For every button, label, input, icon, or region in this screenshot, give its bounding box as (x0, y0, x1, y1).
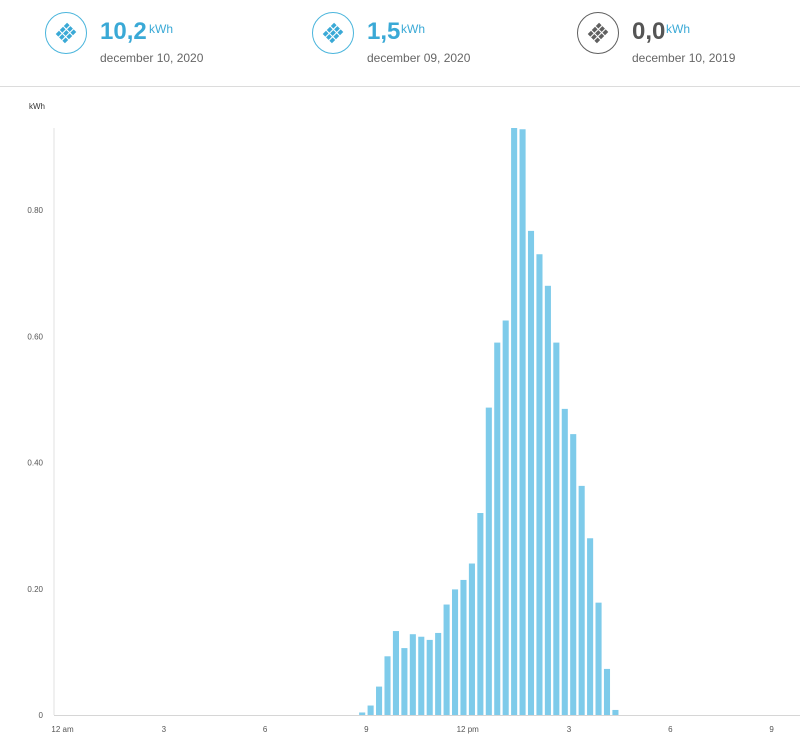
energy-value: 0,0 (632, 18, 666, 45)
bar[interactable] (452, 589, 459, 715)
bar[interactable] (527, 230, 535, 715)
bar[interactable] (384, 656, 391, 715)
energy-date: december 10, 2019 (632, 51, 736, 65)
y-tick-label: 0.80 (27, 206, 43, 215)
bar[interactable] (553, 342, 560, 715)
bar[interactable] (409, 634, 416, 715)
y-tick-label: 0 (39, 711, 44, 720)
daily-summary: 10,2 kWh december 10, 2020 1,5 kWh decem… (0, 0, 800, 86)
bar[interactable] (519, 129, 526, 715)
bar[interactable] (578, 485, 585, 715)
x-tick-label: 9 (769, 725, 774, 734)
bar[interactable] (435, 632, 442, 715)
bar[interactable] (376, 686, 383, 715)
bar[interactable] (426, 639, 433, 715)
bar[interactable] (485, 407, 492, 715)
bar[interactable] (359, 712, 366, 715)
x-tick-label: 12 am (51, 725, 74, 734)
bar[interactable] (468, 563, 475, 715)
energy-unit: kWh (149, 22, 173, 36)
bar[interactable] (536, 254, 543, 716)
bar[interactable] (418, 636, 425, 715)
bar[interactable] (494, 342, 501, 715)
bar[interactable] (401, 648, 408, 715)
bar[interactable] (544, 285, 551, 715)
x-tick-label: 12 pm (457, 725, 480, 734)
energy-date: december 10, 2020 (100, 51, 204, 65)
y-tick-label: 0.20 (27, 585, 43, 594)
energy-value: 1,5 (367, 18, 401, 45)
bar[interactable] (443, 604, 450, 715)
energy-value: 10,2 (100, 18, 147, 45)
bar[interactable] (561, 408, 568, 715)
bar[interactable] (367, 705, 374, 715)
bar[interactable] (502, 320, 509, 715)
bar[interactable] (477, 513, 484, 715)
header-divider (0, 86, 800, 87)
x-tick-label: 9 (364, 725, 369, 734)
energy-unit: kWh (401, 22, 425, 36)
x-tick-label: 3 (567, 725, 572, 734)
solar-panel-icon (312, 12, 354, 54)
bars (359, 128, 619, 716)
bar[interactable] (612, 709, 619, 715)
energy-unit: kWh (666, 22, 690, 36)
x-tick-label: 6 (263, 725, 268, 734)
bar[interactable] (511, 128, 518, 715)
y-axis-ticks: 0 0.20 0.40 0.60 0.80 (27, 206, 43, 720)
y-tick-label: 0.40 (27, 459, 43, 468)
x-tick-label: 6 (668, 725, 673, 734)
bar[interactable] (587, 538, 594, 715)
x-tick-label: 3 (162, 725, 167, 734)
bar[interactable] (460, 579, 467, 715)
y-axis-label: kWh (29, 102, 45, 111)
energy-bar-chart: kWh 0 0.20 0.40 0.60 0.80 12 am 3 6 9 12 pm 3 6 9 (27, 102, 800, 734)
bar[interactable] (603, 668, 611, 715)
bar[interactable] (595, 602, 602, 715)
bar[interactable] (392, 631, 399, 715)
y-tick-label: 0.60 (27, 332, 43, 341)
solar-panel-icon (45, 12, 87, 54)
solar-panel-icon (577, 12, 619, 54)
bar[interactable] (570, 434, 577, 715)
x-axis-ticks: 12 am 3 6 9 12 pm 3 6 9 (51, 725, 774, 734)
energy-date: december 09, 2020 (367, 51, 471, 65)
